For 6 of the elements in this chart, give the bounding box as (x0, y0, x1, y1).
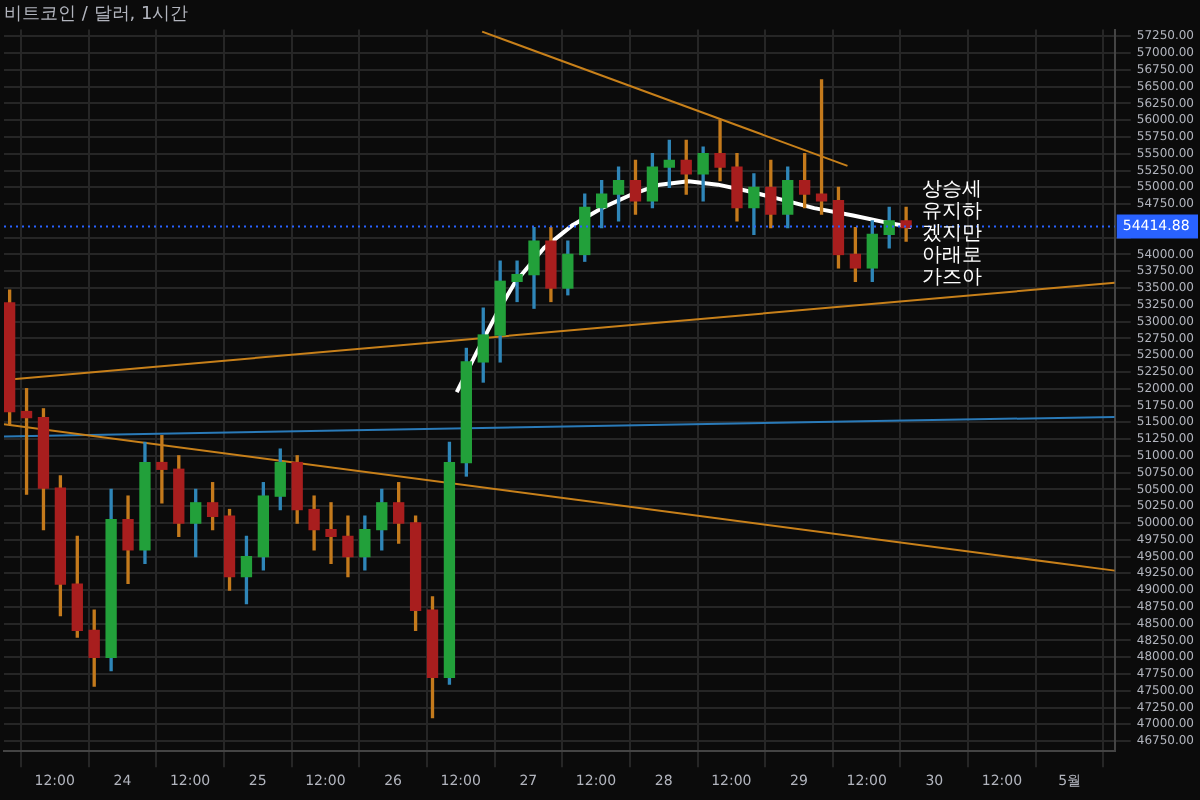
candlestick (325, 502, 337, 564)
candlestick (511, 260, 523, 303)
annotation: 상승세 유지하 겠지만 아래로 가즈아 (922, 178, 983, 289)
candlestick (900, 206, 912, 242)
candlestick (156, 435, 168, 504)
chart-title: 비트코인 / 달러, 1시간 (4, 5, 189, 26)
